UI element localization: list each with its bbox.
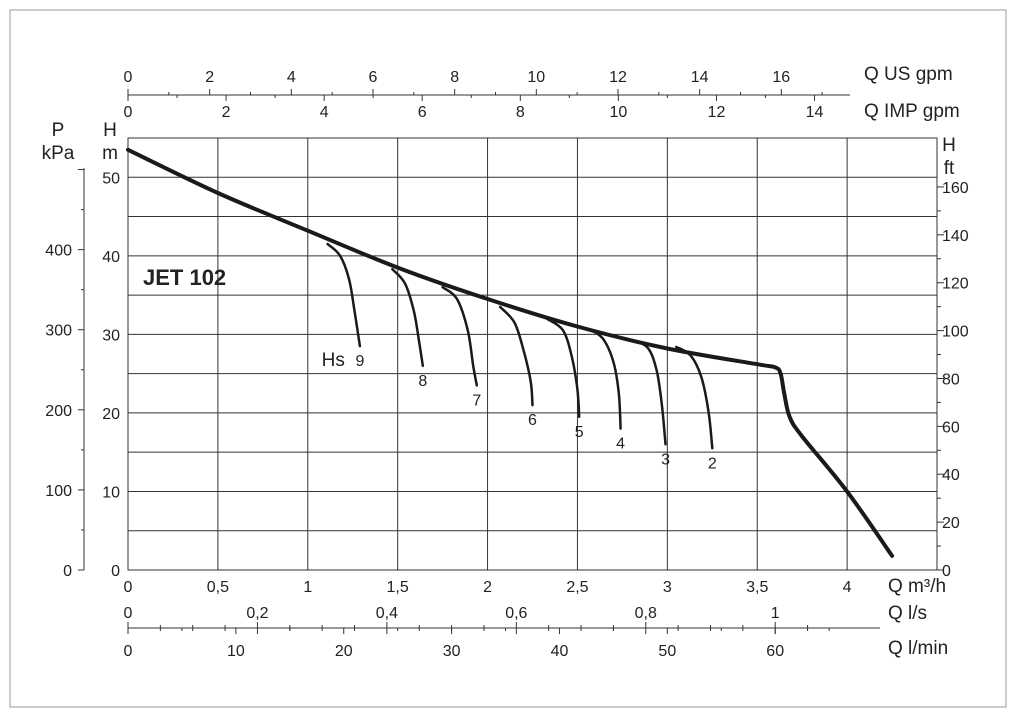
- tick-label-m3h: 1,5: [387, 579, 409, 596]
- tick-label-head-m: 50: [102, 170, 120, 187]
- outer-frame: [9, 9, 1007, 708]
- grid: [127, 137, 938, 571]
- tick-label-ls: 0,4: [376, 605, 398, 622]
- tick-label-ls: 0,6: [505, 605, 527, 622]
- axis-label-ls: Q l/s: [888, 603, 927, 624]
- suction-curve-4: [586, 327, 622, 430]
- tick-label-imp-gpm: 12: [708, 104, 726, 121]
- tick-label-m3h: 0,5: [207, 579, 229, 596]
- tick-label-imp-gpm: 0: [124, 104, 133, 121]
- suction-curve-label-3: 3: [661, 451, 670, 468]
- axis-label-head-m-symbol: H: [103, 120, 117, 141]
- tick-label-kpa: 400: [45, 243, 72, 260]
- tick-label-lmin: 60: [766, 643, 784, 660]
- suction-curve-8: [391, 267, 425, 368]
- tick-label-m3h: 2,5: [566, 579, 588, 596]
- tick-label-head-m: 10: [102, 484, 120, 501]
- suction-curve-label-7: 7: [472, 392, 481, 409]
- tick-label-us-gpm: 6: [369, 69, 378, 86]
- tick-label-m3h: 4: [843, 579, 852, 596]
- tick-label-us-gpm: 8: [450, 69, 459, 86]
- tick-label-lmin: 50: [658, 643, 676, 660]
- suction-curve-label-9: 9: [355, 353, 364, 370]
- tick-label-kpa: 0: [63, 563, 72, 580]
- tick-label-lmin: 0: [124, 643, 133, 660]
- tick-label-kpa: 300: [45, 323, 72, 340]
- tick-label-kpa: 100: [45, 483, 72, 500]
- tick-label-us-gpm: 2: [205, 69, 214, 86]
- tick-label-lmin: 40: [551, 643, 569, 660]
- tick-label-imp-gpm: 6: [418, 104, 427, 121]
- tick-label-m3h: 3: [663, 579, 672, 596]
- tick-label-us-gpm: 12: [609, 69, 627, 86]
- suction-curve-9: [326, 242, 362, 348]
- tick-label-ft: 120: [942, 276, 969, 293]
- tick-label-us-gpm: 14: [691, 69, 709, 86]
- tick-label-ft: 140: [942, 228, 969, 245]
- tick-label-us-gpm: 10: [527, 69, 545, 86]
- suction-curve-5: [545, 317, 581, 419]
- tick-label-imp-gpm: 2: [222, 104, 231, 121]
- tick-label-ft: 0: [942, 563, 951, 580]
- tick-label-imp-gpm: 8: [516, 104, 525, 121]
- tick-label-m3h: 0: [124, 579, 133, 596]
- tick-label-imp-gpm: 14: [806, 104, 824, 121]
- tick-label-ls: 0,8: [635, 605, 657, 622]
- tick-label-ls: 0,2: [246, 605, 268, 622]
- tick-label-ft: 20: [942, 515, 960, 532]
- tick-label-head-m: 40: [102, 249, 120, 266]
- axis-label-head-m-unit: m: [102, 143, 118, 164]
- tick-label-ls: 1: [771, 605, 780, 622]
- tick-label-us-gpm: 16: [772, 69, 790, 86]
- labels: 9 8 7 6 5 4 3 2 Hs JET 102: [143, 265, 717, 472]
- tick-label-head-m: 20: [102, 406, 120, 423]
- axis-label-kpa-unit: kPa: [42, 143, 75, 164]
- suction-curve-label-4: 4: [616, 436, 625, 453]
- suction-curve-label-8: 8: [418, 373, 427, 390]
- tick-label-lmin: 30: [443, 643, 461, 660]
- axis-label-lmin: Q l/min: [888, 638, 948, 659]
- suction-curve-label-6: 6: [528, 412, 537, 429]
- chart-title: JET 102: [143, 265, 226, 290]
- tick-label-m3h: 1: [303, 579, 312, 596]
- tick-label-imp-gpm: 10: [609, 104, 627, 121]
- axis-label-ft-symbol: H: [942, 135, 956, 156]
- tick-label-ft: 60: [942, 419, 960, 436]
- tick-label-ls: 0: [124, 605, 133, 622]
- tick-label-ft: 80: [942, 371, 960, 388]
- tick-label-us-gpm: 4: [287, 69, 296, 86]
- axis-label-imp-gpm: Q IMP gpm: [864, 101, 960, 122]
- axis-label-ft-unit: ft: [944, 158, 955, 179]
- suction-curve-label-2: 2: [708, 455, 717, 472]
- suction-curve-6: [498, 305, 534, 407]
- tick-label-ft: 40: [942, 467, 960, 484]
- curves: [126, 147, 895, 558]
- axes: 0 0,5 1 1,5 2 2,5 3 3,5 4 Q m³/h0 0,2 0,4 0,6 0,8 1 Q l…: [42, 64, 969, 660]
- tick-label-m3h: 3,5: [746, 579, 768, 596]
- tick-label-us-gpm: 0: [124, 69, 133, 86]
- tick-label-lmin: 20: [335, 643, 353, 660]
- axis-label-m3h: Q m³/h: [888, 576, 946, 597]
- main-performance-curve: [126, 147, 895, 558]
- tick-label-head-m: 30: [102, 327, 120, 344]
- suction-curve-7: [441, 285, 479, 387]
- tick-label-m3h: 2: [483, 579, 492, 596]
- tick-label-ft: 100: [942, 324, 969, 341]
- tick-label-kpa: 200: [45, 403, 72, 420]
- tick-label-imp-gpm: 4: [320, 104, 329, 121]
- tick-label-ft: 160: [942, 180, 969, 197]
- axis-label-kpa-symbol: P: [52, 120, 65, 141]
- tick-label-lmin: 10: [227, 643, 245, 660]
- axis-label-us-gpm: Q US gpm: [864, 64, 953, 85]
- suction-curve-label-5: 5: [575, 424, 584, 441]
- plot-border: [127, 137, 938, 571]
- tick-label-head-m: 0: [111, 563, 120, 580]
- suction-height-label: Hs: [322, 350, 345, 371]
